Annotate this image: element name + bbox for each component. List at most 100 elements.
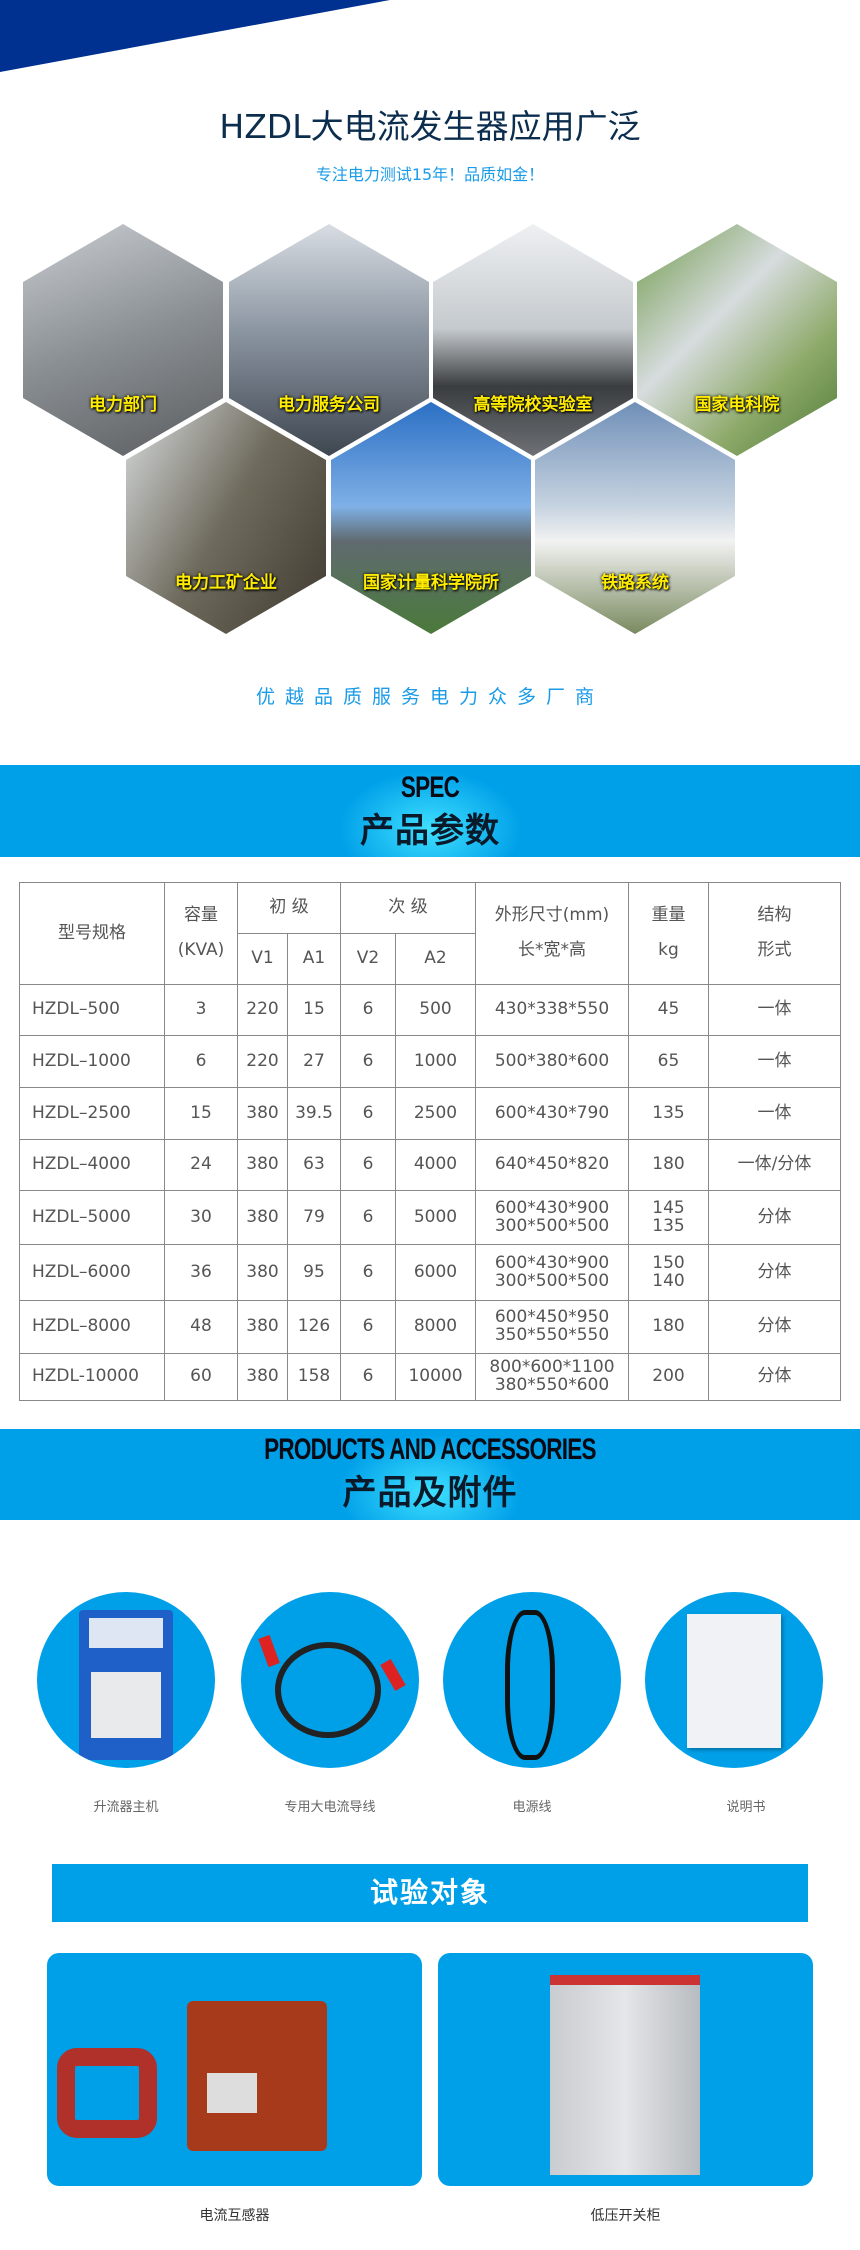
table-row: HZDL–500 3 220 15 6 500 430*338*550 45 一体 xyxy=(19,984,841,1036)
table-cell: 39.5 xyxy=(287,1087,341,1140)
table-cell: 一体 xyxy=(708,984,841,1036)
product-image-host xyxy=(37,1592,215,1768)
table-cell: 430*338*550 xyxy=(475,984,629,1036)
table-cell: HZDL–6000 xyxy=(19,1244,165,1301)
table-cell: 一体 xyxy=(708,1087,841,1140)
table-cell: 15 xyxy=(164,1087,238,1140)
table-row: HZDL–5000 30 380 79 6 5000 600*430*900 300*500… xyxy=(19,1190,841,1245)
table-cell: 95 xyxy=(287,1244,341,1301)
banner-title-zh: 产品参数 xyxy=(360,811,500,851)
table-cell: 220 xyxy=(237,984,288,1036)
table-cell: 36 xyxy=(164,1244,238,1301)
header-primary: 初 级 xyxy=(237,882,341,934)
page-subtitle: 专注电力测试15年！品质如金！ xyxy=(315,165,545,184)
table-cell: 135 xyxy=(628,1087,709,1140)
table-cell: HZDL–1000 xyxy=(19,1035,165,1088)
table-cell: 6 xyxy=(340,1353,396,1401)
table-cell: 45 xyxy=(628,984,709,1036)
products-banner: PRODUCTS AND ACCESSORIES 产品及附件 xyxy=(0,1429,860,1520)
product-label: 电源线 xyxy=(512,1800,552,1815)
table-cell: 220 xyxy=(237,1035,288,1088)
table-cell: HZDL–2500 xyxy=(19,1087,165,1140)
table-cell: 600*450*950 350*550*550 xyxy=(475,1300,629,1354)
table-cell: 380 xyxy=(237,1244,288,1301)
table-cell: 6 xyxy=(340,1300,396,1354)
table-cell: 8000 xyxy=(395,1300,476,1354)
spec-banner: SPEC 产品参数 xyxy=(0,765,860,857)
header-decoration xyxy=(0,0,390,72)
test-objects-banner: 试验对象 xyxy=(52,1864,808,1922)
table-cell: 63 xyxy=(287,1139,341,1191)
table-cell: 10000 xyxy=(395,1353,476,1401)
table-cell: 600*430*900 300*500*500 xyxy=(475,1244,629,1301)
table-cell: 640*450*820 xyxy=(475,1139,629,1191)
application-label: 铁路系统 xyxy=(601,573,669,593)
table-cell: 600*430*790 xyxy=(475,1087,629,1140)
table-cell: 500*380*600 xyxy=(475,1035,629,1088)
table-cell: 200 xyxy=(628,1353,709,1401)
table-cell: 79 xyxy=(287,1190,341,1245)
test-object-label: 电流互感器 xyxy=(199,2208,270,2224)
table-cell: 2500 xyxy=(395,1087,476,1140)
product-label: 专用大电流导线 xyxy=(284,1800,376,1815)
table-cell: HZDL–8000 xyxy=(19,1300,165,1354)
table-row: HZDL–6000 36 380 95 6 6000 600*430*900 300*500… xyxy=(19,1244,841,1301)
table-cell: 380 xyxy=(237,1139,288,1191)
table-cell: 6 xyxy=(340,1035,396,1088)
table-cell: 180 xyxy=(628,1300,709,1354)
table-cell: 24 xyxy=(164,1139,238,1191)
table-cell: 6000 xyxy=(395,1244,476,1301)
application-label: 电力部门 xyxy=(89,395,157,415)
table-cell: 800*600*1100 380*550*600 xyxy=(475,1353,629,1401)
table-cell: 27 xyxy=(287,1035,341,1088)
header-weight: 重量 kg xyxy=(628,882,709,985)
table-row: HZDL–2500 15 380 39.5 6 2500 600*430*790 135 一体 xyxy=(19,1087,841,1140)
table-cell: 一体/分体 xyxy=(708,1139,841,1191)
table-cell: 145 135 xyxy=(628,1190,709,1245)
product-label: 说明书 xyxy=(726,1800,766,1815)
table-cell: 分体 xyxy=(708,1190,841,1245)
header-capacity: 容量 (KVA) xyxy=(164,882,238,985)
table-cell: HZDL–5000 xyxy=(19,1190,165,1245)
application-label: 国家计量科学院所 xyxy=(363,573,499,593)
test-object-current-transformer xyxy=(47,1953,422,2186)
table-cell: 6 xyxy=(340,984,396,1036)
table-row: HZDL–1000 6 220 27 6 1000 500*380*600 65 一体 xyxy=(19,1035,841,1088)
table-cell: 一体 xyxy=(708,1035,841,1088)
header-secondary: 次 级 xyxy=(340,882,476,934)
table-cell: 6 xyxy=(164,1035,238,1088)
table-cell: 5000 xyxy=(395,1190,476,1245)
product-label: 升流器主机 xyxy=(93,1800,159,1815)
table-cell: 380 xyxy=(237,1190,288,1245)
table-cell: 180 xyxy=(628,1139,709,1191)
application-label: 电力服务公司 xyxy=(278,395,380,415)
table-cell: 6 xyxy=(340,1244,396,1301)
header-structure: 结构 形式 xyxy=(708,882,841,985)
spec-table: 型号规格 容量 (KVA) 初 级 次 级 外形尺寸(mm) 长*宽*高 重量 kg … xyxy=(19,882,841,1401)
application-label: 高等院校实验室 xyxy=(473,395,593,415)
table-cell: 分体 xyxy=(708,1244,841,1301)
table-cell: 380 xyxy=(237,1300,288,1354)
page-title: HZDL大电流发生器应用广泛 xyxy=(219,107,641,146)
header-v1: V1 xyxy=(237,933,288,985)
table-cell: 150 140 xyxy=(628,1244,709,1301)
application-label: 国家电科院 xyxy=(694,395,780,415)
table-cell: 500 xyxy=(395,984,476,1036)
table-cell: 380 xyxy=(237,1087,288,1140)
header-a2: A2 xyxy=(395,933,476,985)
table-cell: 30 xyxy=(164,1190,238,1245)
table-cell: HZDL–500 xyxy=(19,984,165,1036)
header-a1: A1 xyxy=(287,933,341,985)
test-object-label: 低压开关柜 xyxy=(590,2208,661,2224)
table-cell: 126 xyxy=(287,1300,341,1354)
test-object-switchgear xyxy=(438,1953,813,2186)
table-cell: 1000 xyxy=(395,1035,476,1088)
header-v2: V2 xyxy=(340,933,396,985)
table-cell: 分体 xyxy=(708,1353,841,1401)
table-cell: 3 xyxy=(164,984,238,1036)
table-cell: HZDL–4000 xyxy=(19,1139,165,1191)
table-row: HZDL–4000 24 380 63 6 4000 640*450*820 180 一体/分体 xyxy=(19,1139,841,1191)
table-cell: 分体 xyxy=(708,1300,841,1354)
banner-title-en: PRODUCTS AND ACCESSORIES xyxy=(264,1433,596,1466)
application-label: 电力工矿企业 xyxy=(175,573,277,593)
